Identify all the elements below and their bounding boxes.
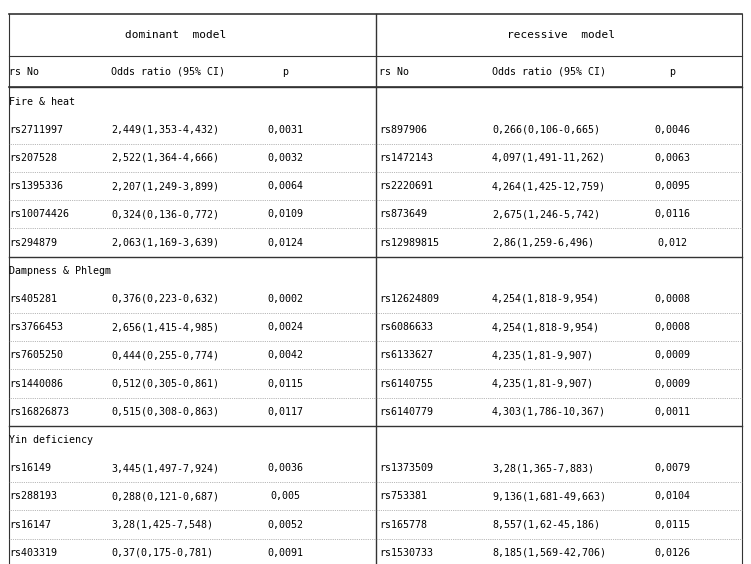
Text: rs12989815: rs12989815 bbox=[379, 237, 439, 248]
Text: 0,0063: 0,0063 bbox=[654, 153, 690, 163]
Text: rs10074426: rs10074426 bbox=[9, 209, 69, 219]
Text: 4,235(1,81-9,907): 4,235(1,81-9,907) bbox=[492, 350, 594, 360]
Text: 0,0116: 0,0116 bbox=[654, 209, 690, 219]
Text: rs1373509: rs1373509 bbox=[379, 463, 433, 473]
Text: 0,37(0,175-0,781): 0,37(0,175-0,781) bbox=[111, 548, 213, 558]
Text: 0,376(0,223-0,632): 0,376(0,223-0,632) bbox=[111, 294, 219, 304]
Text: Dampness & Phlegm: Dampness & Phlegm bbox=[9, 266, 111, 276]
Text: rs6140755: rs6140755 bbox=[379, 378, 433, 389]
Text: 4,254(1,818-9,954): 4,254(1,818-9,954) bbox=[492, 294, 600, 304]
Text: rs165778: rs165778 bbox=[379, 519, 427, 530]
Text: 4,303(1,786-10,367): 4,303(1,786-10,367) bbox=[492, 407, 606, 417]
Text: 0,0091: 0,0091 bbox=[267, 548, 303, 558]
Text: 0,0064: 0,0064 bbox=[267, 181, 303, 191]
Text: 2,207(1,249-3,899): 2,207(1,249-3,899) bbox=[111, 181, 219, 191]
Text: recessive  model: recessive model bbox=[507, 30, 614, 40]
Text: 4,235(1,81-9,907): 4,235(1,81-9,907) bbox=[492, 378, 594, 389]
Text: 0,0095: 0,0095 bbox=[654, 181, 690, 191]
Text: 0,0036: 0,0036 bbox=[267, 463, 303, 473]
Text: 0,0008: 0,0008 bbox=[654, 322, 690, 332]
Text: rs1472143: rs1472143 bbox=[379, 153, 433, 163]
Text: 4,097(1,491-11,262): 4,097(1,491-11,262) bbox=[492, 153, 606, 163]
Text: rs294879: rs294879 bbox=[9, 237, 57, 248]
Text: rs288193: rs288193 bbox=[9, 491, 57, 501]
Text: 2,063(1,169-3,639): 2,063(1,169-3,639) bbox=[111, 237, 219, 248]
Text: p: p bbox=[282, 67, 288, 77]
Text: 0,005: 0,005 bbox=[270, 491, 300, 501]
Text: 0,0115: 0,0115 bbox=[654, 519, 690, 530]
Text: 0,0032: 0,0032 bbox=[267, 153, 303, 163]
Text: Yin deficiency: Yin deficiency bbox=[9, 435, 93, 445]
Text: 0,0104: 0,0104 bbox=[654, 491, 690, 501]
Text: 0,0126: 0,0126 bbox=[654, 548, 690, 558]
Text: rs6086633: rs6086633 bbox=[379, 322, 433, 332]
Text: Odds ratio (95% CI): Odds ratio (95% CI) bbox=[492, 67, 606, 77]
Text: 0,0002: 0,0002 bbox=[267, 294, 303, 304]
Text: 0,0046: 0,0046 bbox=[654, 125, 690, 135]
Text: 0,444(0,255-0,774): 0,444(0,255-0,774) bbox=[111, 350, 219, 360]
Text: 8,557(1,62-45,186): 8,557(1,62-45,186) bbox=[492, 519, 600, 530]
Text: 2,86(1,259-6,496): 2,86(1,259-6,496) bbox=[492, 237, 594, 248]
Text: rs753381: rs753381 bbox=[379, 491, 427, 501]
Text: 8,185(1,569-42,706): 8,185(1,569-42,706) bbox=[492, 548, 606, 558]
Text: rs12624809: rs12624809 bbox=[379, 294, 439, 304]
Text: 3,445(1,497-7,924): 3,445(1,497-7,924) bbox=[111, 463, 219, 473]
Text: 9,136(1,681-49,663): 9,136(1,681-49,663) bbox=[492, 491, 606, 501]
Text: rs873649: rs873649 bbox=[379, 209, 427, 219]
Text: 0,0009: 0,0009 bbox=[654, 378, 690, 389]
Text: Odds ratio (95% CI): Odds ratio (95% CI) bbox=[111, 67, 225, 77]
Text: 0,515(0,308-0,863): 0,515(0,308-0,863) bbox=[111, 407, 219, 417]
Text: rs1440086: rs1440086 bbox=[9, 378, 63, 389]
Text: rs6133627: rs6133627 bbox=[379, 350, 433, 360]
Text: dominant  model: dominant model bbox=[125, 30, 226, 40]
Text: rs2220691: rs2220691 bbox=[379, 181, 433, 191]
Text: rs2711997: rs2711997 bbox=[9, 125, 63, 135]
Text: rs No: rs No bbox=[9, 67, 39, 77]
Text: 0,0008: 0,0008 bbox=[654, 294, 690, 304]
Text: rs7605250: rs7605250 bbox=[9, 350, 63, 360]
Text: 0,0011: 0,0011 bbox=[654, 407, 690, 417]
Text: Fire & heat: Fire & heat bbox=[9, 96, 75, 107]
Text: rs3766453: rs3766453 bbox=[9, 322, 63, 332]
Text: 0,0115: 0,0115 bbox=[267, 378, 303, 389]
Text: 0,0109: 0,0109 bbox=[267, 209, 303, 219]
Text: 3,28(1,425-7,548): 3,28(1,425-7,548) bbox=[111, 519, 213, 530]
Text: 2,675(1,246-5,742): 2,675(1,246-5,742) bbox=[492, 209, 600, 219]
Text: 0,0079: 0,0079 bbox=[654, 463, 690, 473]
Text: 0,0042: 0,0042 bbox=[267, 350, 303, 360]
Text: 0,324(0,136-0,772): 0,324(0,136-0,772) bbox=[111, 209, 219, 219]
Text: 0,0009: 0,0009 bbox=[654, 350, 690, 360]
Text: rs405281: rs405281 bbox=[9, 294, 57, 304]
Text: 0,0124: 0,0124 bbox=[267, 237, 303, 248]
Text: rs207528: rs207528 bbox=[9, 153, 57, 163]
Text: rs16149: rs16149 bbox=[9, 463, 51, 473]
Text: rs6140779: rs6140779 bbox=[379, 407, 433, 417]
Text: rs1530733: rs1530733 bbox=[379, 548, 433, 558]
Text: 0,266(0,106-0,665): 0,266(0,106-0,665) bbox=[492, 125, 600, 135]
Text: 0,0031: 0,0031 bbox=[267, 125, 303, 135]
Text: 4,254(1,818-9,954): 4,254(1,818-9,954) bbox=[492, 322, 600, 332]
Text: 0,512(0,305-0,861): 0,512(0,305-0,861) bbox=[111, 378, 219, 389]
Text: rs16147: rs16147 bbox=[9, 519, 51, 530]
Text: p: p bbox=[669, 67, 675, 77]
Text: rs1395336: rs1395336 bbox=[9, 181, 63, 191]
Text: 0,012: 0,012 bbox=[657, 237, 687, 248]
Text: 2,656(1,415-4,985): 2,656(1,415-4,985) bbox=[111, 322, 219, 332]
Text: 0,0052: 0,0052 bbox=[267, 519, 303, 530]
Text: rs No: rs No bbox=[379, 67, 409, 77]
Text: 4,264(1,425-12,759): 4,264(1,425-12,759) bbox=[492, 181, 606, 191]
Text: 2,522(1,364-4,666): 2,522(1,364-4,666) bbox=[111, 153, 219, 163]
Text: 3,28(1,365-7,883): 3,28(1,365-7,883) bbox=[492, 463, 594, 473]
Text: rs16826873: rs16826873 bbox=[9, 407, 69, 417]
Text: rs403319: rs403319 bbox=[9, 548, 57, 558]
Text: 0,0024: 0,0024 bbox=[267, 322, 303, 332]
Text: 2,449(1,353-4,432): 2,449(1,353-4,432) bbox=[111, 125, 219, 135]
Text: 0,0117: 0,0117 bbox=[267, 407, 303, 417]
Text: 0,288(0,121-0,687): 0,288(0,121-0,687) bbox=[111, 491, 219, 501]
Text: rs897906: rs897906 bbox=[379, 125, 427, 135]
